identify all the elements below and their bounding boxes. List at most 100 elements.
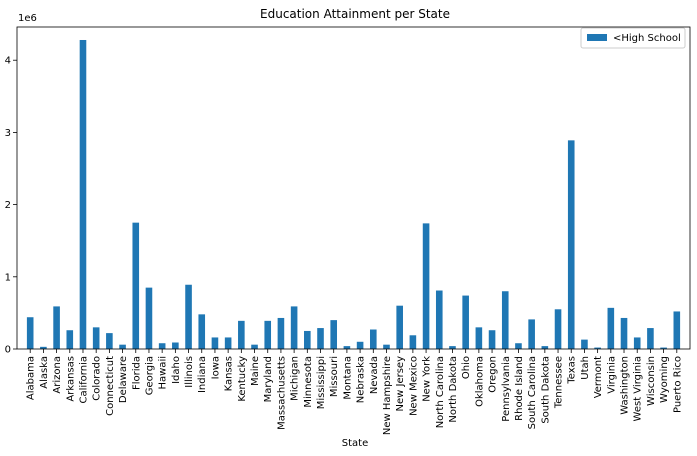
x-tick-label: New Hampshire <box>382 356 393 435</box>
bar-pennsylvania <box>501 291 509 349</box>
y-tick-label: 4 <box>5 56 11 67</box>
x-tick-label: Missouri <box>329 356 340 397</box>
bar-nebraska <box>356 341 364 349</box>
y-tick-label: 3 <box>5 128 11 139</box>
x-tick-label: Delaware <box>118 356 129 403</box>
bar-rhode-island <box>515 343 522 349</box>
y-tick-label: 0 <box>5 345 11 356</box>
x-tick-label: Mississippi <box>316 356 327 409</box>
bar-new-hampshire <box>383 344 390 349</box>
bar-new-jersey <box>396 305 403 349</box>
x-tick-label: New York <box>422 356 433 402</box>
x-tick-label: Wyoming <box>659 356 670 403</box>
bar-utah <box>581 339 588 349</box>
bar-puerto-rico <box>673 311 681 349</box>
bar-hawaii <box>158 343 166 349</box>
bar-texas <box>567 140 575 349</box>
x-tick-label: New Mexico <box>408 356 419 416</box>
x-tick-label: Nebraska <box>356 356 367 403</box>
x-tick-label: Wisconsin <box>646 356 657 406</box>
legend: <High School <box>580 27 686 49</box>
bar-arizona <box>53 306 60 349</box>
x-axis-label: State <box>342 438 368 449</box>
bar-north-carolina <box>435 290 443 349</box>
bar-north-dakota <box>449 346 456 349</box>
x-tick-label: Arizona <box>52 356 63 394</box>
y-tick-label: 2 <box>5 200 11 211</box>
x-tick-label: Utah <box>580 356 591 380</box>
plot-frame <box>16 26 691 350</box>
x-tick-label: Ohio <box>461 356 472 379</box>
x-tick-label: Nevada <box>369 356 380 394</box>
bar-delaware <box>119 344 126 349</box>
bar-wisconsin <box>647 328 654 349</box>
x-tick-label: Rhode Island <box>514 356 525 421</box>
bar-west-virginia <box>633 337 641 349</box>
x-tick-label: Pennsylvania <box>501 356 512 422</box>
x-tick-label: Oklahoma <box>474 356 485 407</box>
y-scale-label: 1e6 <box>18 13 37 24</box>
bar-ohio <box>462 295 469 349</box>
legend-swatch <box>587 34 607 41</box>
bar-oregon <box>488 330 496 349</box>
bar-alaska <box>40 346 47 349</box>
x-tick-label: Colorado <box>92 356 103 401</box>
bar-tennessee <box>554 309 562 349</box>
x-tick-label: Minnesota <box>303 356 314 408</box>
bar-maine <box>251 344 258 349</box>
bar-kansas <box>224 337 232 349</box>
x-tick-label: Georgia <box>144 356 155 395</box>
x-tick-label: Illinois <box>184 356 195 388</box>
bar-michigan <box>290 306 298 349</box>
x-tick-label: Kansas <box>224 356 235 391</box>
bar-missouri <box>330 320 338 349</box>
legend-label: <High School <box>613 33 681 44</box>
legend-box <box>580 27 686 49</box>
bar-iowa <box>211 337 219 349</box>
x-tick-label: Maryland <box>263 356 274 402</box>
x-tick-label: South Dakota <box>540 356 551 424</box>
bar-connecticut <box>106 333 113 349</box>
bar-idaho <box>172 342 179 349</box>
x-tick-label: Arkansas <box>65 356 76 402</box>
bar-florida <box>132 222 140 349</box>
bar-arkansas <box>66 330 74 349</box>
y-tick-label: 1 <box>5 272 11 283</box>
bar-south-carolina <box>528 319 535 349</box>
x-tick-label: North Carolina <box>435 356 446 428</box>
x-tick-label: Washington <box>620 356 631 415</box>
x-tick-label: Tennessee <box>554 356 565 409</box>
bar-kentucky <box>238 320 245 349</box>
x-tick-label: Vermont <box>593 356 604 398</box>
x-tick-label: California <box>78 356 89 404</box>
x-tick-label: Montana <box>342 356 353 400</box>
x-axis-ticks: Alabama Alaska Arizona Arkansas California Co… <box>26 349 683 435</box>
bar-washington <box>620 317 628 349</box>
bar-mississippi <box>317 328 324 349</box>
x-tick-label: New Jersey <box>395 356 406 412</box>
x-tick-label: Alabama <box>26 356 37 400</box>
x-tick-label: Idaho <box>171 356 182 384</box>
bar-new-mexico <box>409 335 417 349</box>
bars-group <box>26 39 681 349</box>
y-axis-ticks: 0 1 2 3 4 <box>5 56 17 356</box>
bar-vermont <box>594 347 601 349</box>
x-tick-label: Texas <box>567 356 578 385</box>
x-tick-label: South Carolina <box>527 356 538 429</box>
x-tick-label: Alaska <box>39 356 50 389</box>
bar-maryland <box>264 320 272 349</box>
bar-south-dakota <box>541 346 549 349</box>
x-tick-label: Kentucky <box>237 356 248 402</box>
x-tick-label: West Virginia <box>633 356 644 421</box>
bar-massachusetts <box>277 317 285 349</box>
x-tick-label: Maine <box>250 356 261 386</box>
x-tick-label: Michigan <box>290 356 301 401</box>
bar-montana <box>343 346 351 349</box>
bar-virginia <box>607 307 615 349</box>
chart-title: Education Attainment per State <box>260 7 450 21</box>
x-tick-label: Puerto Rico <box>672 356 683 413</box>
x-tick-label: Virginia <box>606 356 617 394</box>
x-tick-label: Iowa <box>210 356 221 379</box>
bar-colorado <box>92 327 100 349</box>
